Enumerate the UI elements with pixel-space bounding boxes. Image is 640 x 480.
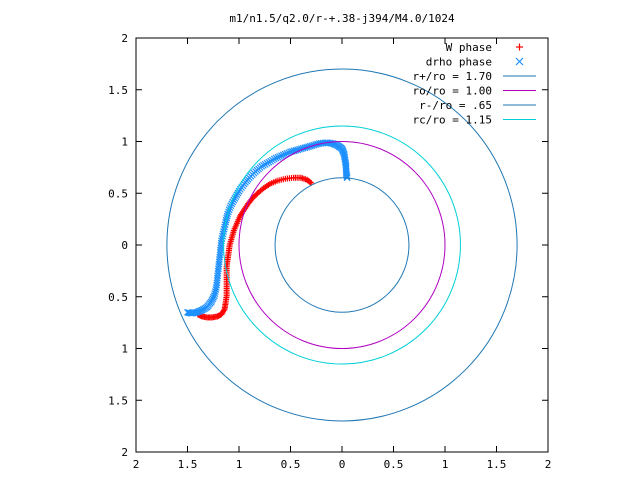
legend-label: r-/ro = .65 — [419, 99, 492, 112]
data-point — [227, 202, 235, 210]
y-tick-label: 0 — [121, 239, 128, 252]
data-point — [212, 284, 220, 291]
data-point — [283, 149, 291, 157]
x-tick-label: 1.5 — [178, 458, 198, 471]
series-drho-phase — [184, 139, 351, 317]
x-tick-label: 2 — [133, 458, 140, 471]
data-point — [278, 152, 285, 160]
x-tick-label: 2 — [545, 458, 552, 471]
y-tick-label: 1.5 — [108, 84, 128, 97]
y-tick-label: 0.5 — [108, 187, 128, 200]
legend-marker-sample — [516, 43, 523, 51]
circle-r-ro-65 — [274, 177, 410, 313]
data-point — [274, 153, 282, 161]
legend-label: W phase — [446, 41, 492, 54]
legend-label: r+/ro = 1.70 — [413, 70, 492, 83]
x-tick-label: 1.5 — [487, 458, 507, 471]
series-w-phase — [194, 174, 315, 321]
data-point — [285, 149, 293, 157]
y-tick-label: 1.5 — [108, 394, 128, 407]
data-point — [281, 150, 289, 158]
x-tick-label: 1 — [236, 458, 243, 471]
data-point — [184, 308, 191, 316]
data-point — [276, 153, 284, 160]
x-tick-label: 1 — [442, 458, 449, 471]
y-tick-label: 2 — [121, 446, 128, 459]
circle-r-ro-1-70 — [166, 68, 518, 422]
legend-label: drho phase — [426, 56, 492, 69]
plot-area — [166, 68, 518, 422]
legend-marker-sample — [515, 57, 524, 66]
legend-label: rc/ro = 1.15 — [413, 114, 492, 127]
data-point — [212, 286, 220, 293]
legend-label: ro/ro = 1.00 — [413, 85, 492, 98]
data-point — [211, 288, 219, 295]
y-tick-label: 0.5 — [108, 291, 128, 304]
x-tick-label: 0 — [339, 458, 346, 471]
circle-ro-ro-1-00 — [238, 141, 446, 349]
axes: 2 1.5 1 0.5 0 0.5 1 1.5 221.510.500.511.52 — [108, 32, 551, 471]
y-tick-label: 1 — [121, 136, 128, 149]
x-tick-label: 0.5 — [384, 458, 404, 471]
y-tick-label: 1 — [121, 343, 128, 356]
y-tick-label: 2 — [121, 32, 128, 45]
x-tick-label: 0.5 — [281, 458, 301, 471]
data-point — [211, 290, 219, 298]
circle-rc-ro-1-15 — [223, 125, 461, 365]
chart-title: m1/n1.5/q2.0/r-+.38-j394/M4.0/1024 — [229, 12, 455, 25]
data-point — [279, 151, 287, 159]
